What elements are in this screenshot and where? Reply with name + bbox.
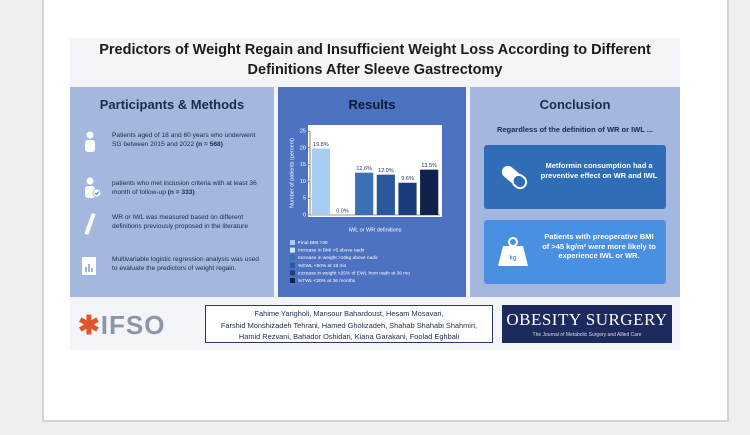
pill-icon — [501, 165, 528, 190]
logo-figure: ✱ — [78, 310, 101, 340]
legend-swatch — [290, 262, 295, 268]
bar — [311, 148, 330, 215]
y-tick-label: 10 — [300, 179, 306, 185]
journal-logo: Obesity Surgery The Journal of Metabolic… — [502, 305, 672, 343]
bar — [420, 169, 439, 215]
legend-label: %TWL <20% at 36 months — [298, 278, 356, 284]
y-tick-label: 5 — [303, 196, 306, 202]
legend-swatch — [290, 255, 295, 261]
y-tick-label: 15 — [300, 162, 306, 168]
conclusion-text: Metformin consumption had a preventive e… — [540, 161, 658, 180]
legend-label: Increase in BMI >5 above nadir — [298, 248, 365, 254]
author-line: Hamid Rezvani, Bahador Oshidari, Kiana G… — [238, 332, 460, 341]
method-item: patients who met inclusion criteria with… — [112, 179, 264, 197]
conclusion-text: Patients with preoperative BMI of >45 kg… — [542, 232, 656, 260]
value-label: 13.5% — [421, 163, 437, 169]
authors-box: Fahime Yarigholi, Mansour Bahardoust, He… — [205, 305, 493, 343]
legend-label: increase in weight >25% of EWL from nadi… — [298, 270, 410, 276]
author-line: Farshid Monshizadeh Tehrani, Hamed Gholi… — [220, 320, 478, 330]
person-icon — [85, 131, 95, 152]
journal-title: Obesity Surgery — [506, 310, 668, 329]
bar — [398, 182, 417, 215]
conclusion-box: kg Patients with preoperative BMI of >45… — [484, 220, 666, 284]
chart-icon — [82, 257, 96, 275]
methods-heading: Participants & Methods — [99, 97, 245, 112]
plot-background — [308, 125, 442, 217]
results-heading: Results — [348, 97, 396, 112]
svg-text:kg: kg — [509, 256, 516, 262]
conclusion-heading: Conclusion — [539, 97, 611, 112]
value-label: 12.0% — [378, 168, 394, 174]
bar — [376, 174, 395, 215]
text: Multivariable logistic regression analys… — [112, 256, 259, 272]
ifso-logo: ✱IFSO — [78, 310, 165, 341]
ruler-icon — [84, 213, 96, 235]
y-tick-label: 25 — [300, 128, 306, 134]
text: Patients aged of 18 and 60 years who und… — [112, 132, 256, 148]
legend-swatch — [290, 278, 295, 283]
emphasis: (n = 568) — [195, 141, 223, 148]
emphasis: (n = 333) — [167, 189, 195, 196]
conclusion-panel: Conclusion Regardless of the definition … — [470, 87, 680, 297]
person-check-icon — [85, 177, 102, 198]
y-tick-label: 20 — [300, 145, 306, 151]
results-panel: Results 0 5 10 15 20 25 Number of patients (pe… — [278, 87, 466, 297]
conclusion-subtitle: Regardless of the definition of WR or IW… — [496, 125, 654, 134]
y-tick-label: 0 — [303, 212, 306, 218]
text: patients who met inclusion criteria with… — [112, 180, 257, 196]
value-label: 19.8% — [313, 142, 329, 148]
author-line: Fahime Yarigholi, Mansour Bahardoust, He… — [254, 309, 444, 318]
chart: 0 5 10 15 20 25 Number of patients (percent) IW… — [289, 125, 442, 284]
method-item: Patients aged of 18 and 60 years who und… — [112, 131, 264, 149]
legend-label: Final BMI >35 — [298, 240, 328, 246]
bar — [355, 172, 374, 215]
text: WR or IWL was measured based on differen… — [112, 214, 248, 230]
value-label: 0.0% — [336, 208, 349, 214]
legend-label: %EWL <50% at 18 mo — [298, 263, 347, 269]
y-axis-label: Number of patients (percent) — [289, 138, 295, 208]
method-item: Multivariable logistic regression analys… — [112, 255, 264, 273]
legend-label: Increase in weight >10kg above nadir — [298, 255, 378, 261]
weight-icon: kg — [498, 237, 528, 266]
journal-subtitle: The Journal of Metabolic Surgery and All… — [532, 332, 642, 338]
value-label: 12.6% — [356, 166, 372, 172]
legend-swatch — [290, 240, 295, 245]
value-label: 9.6% — [401, 176, 414, 182]
conclusion-box: Metformin consumption had a preventive e… — [484, 145, 666, 209]
method-item: WR or IWL was measured based on differen… — [112, 213, 264, 231]
legend-swatch — [290, 270, 295, 276]
methods-panel: Participants & Methods Patients aged of … — [70, 87, 274, 297]
title: Predictors of Weight Regain and Insuffic… — [99, 42, 651, 78]
logo-text: IFSO — [100, 310, 166, 340]
x-axis-label: IWL or WR definitions — [349, 227, 402, 233]
legend-swatch — [290, 247, 295, 253]
